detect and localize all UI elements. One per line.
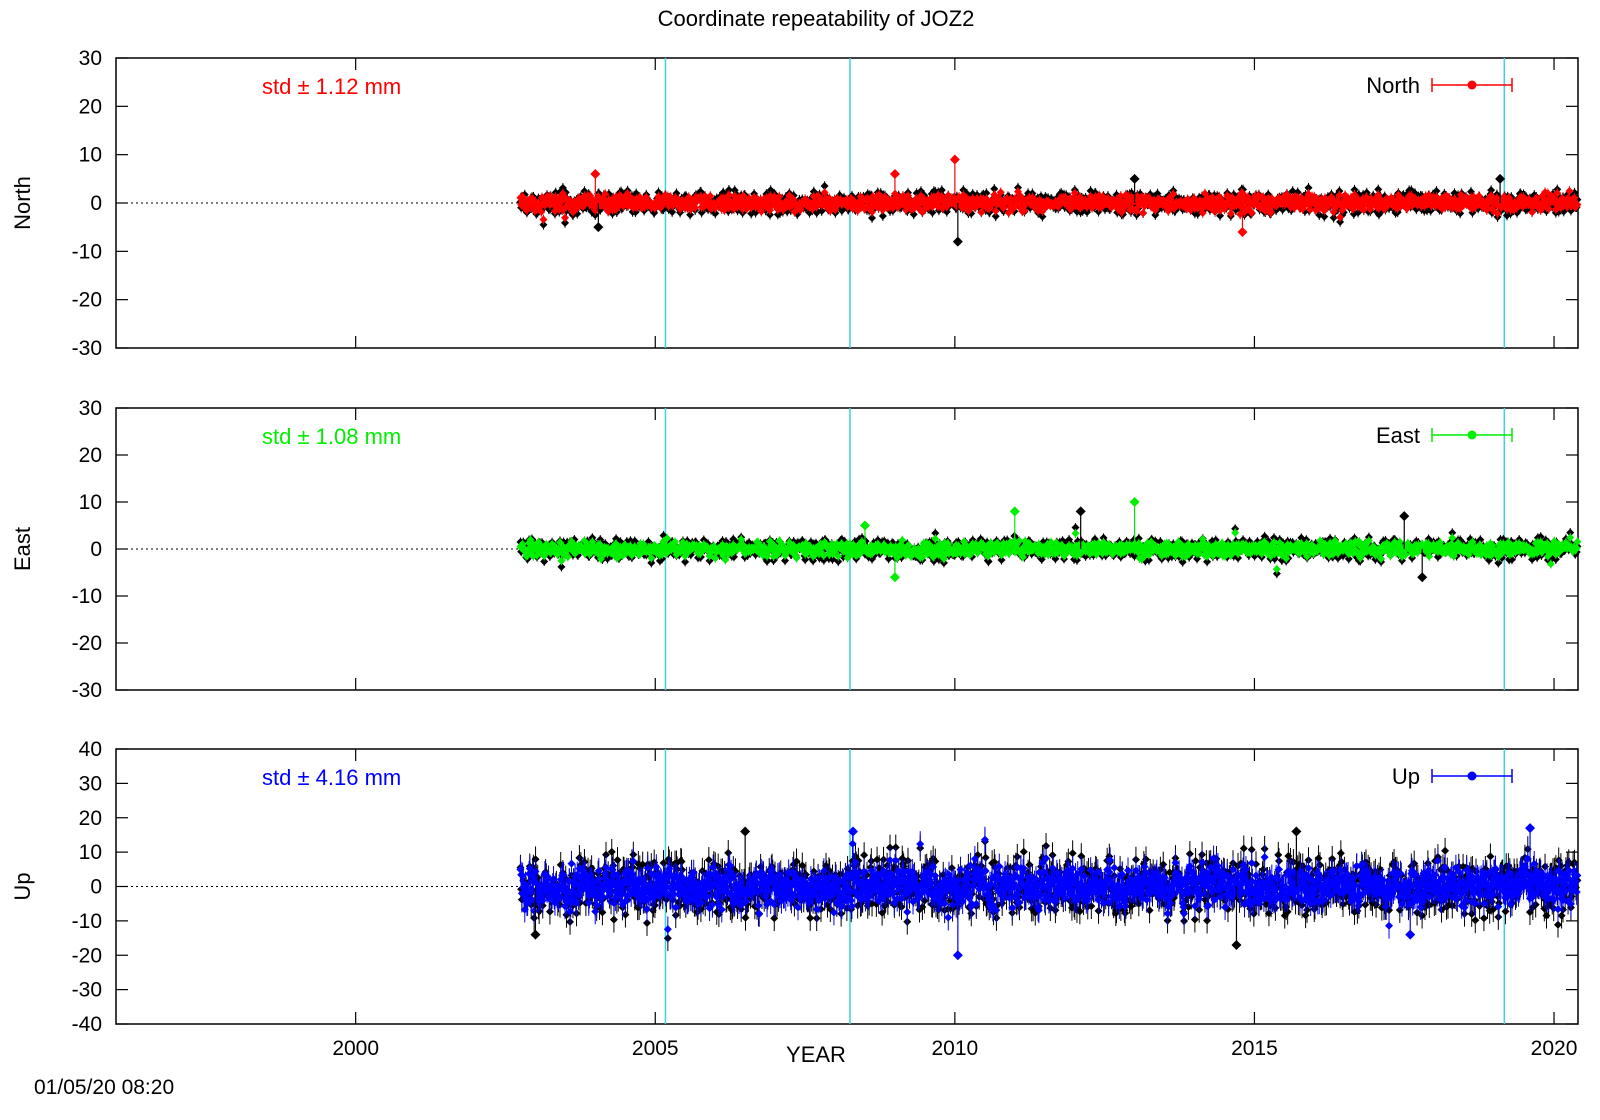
shadow-point (1038, 212, 1047, 221)
data-point (1139, 209, 1148, 218)
y-tick-label: -20 (72, 289, 102, 312)
shadow-point (1216, 211, 1225, 220)
shadow-point (561, 218, 570, 227)
shadow-point (990, 184, 999, 193)
series-north (516, 154, 1582, 247)
y-tick-label: -10 (72, 240, 102, 263)
shadow-point (909, 210, 918, 219)
shadow-point (724, 185, 733, 194)
shadow-point (982, 189, 991, 198)
y-tick-label: 30 (79, 47, 102, 70)
data-point (539, 215, 548, 224)
shadow-point (686, 210, 695, 219)
shadow-point (878, 212, 887, 221)
y-tick-label: 20 (79, 95, 102, 118)
y-axis-label: North (10, 176, 35, 230)
chart-title: Coordinate repeatability of JOZ2 (658, 6, 975, 31)
shadow-point (668, 208, 677, 217)
shadow-point (817, 206, 826, 215)
shadow-point (991, 212, 1000, 221)
y-tick-label: 0 (90, 192, 102, 215)
data-point (561, 213, 570, 222)
shadow-point (928, 208, 937, 217)
shadow-point (820, 182, 829, 191)
shadow-point (937, 186, 946, 195)
shadow-point (539, 220, 548, 229)
shadow-point (711, 209, 720, 218)
y-tick-label: 10 (79, 144, 102, 167)
shadow-point (868, 213, 877, 222)
y-tick-label: -30 (72, 337, 102, 360)
